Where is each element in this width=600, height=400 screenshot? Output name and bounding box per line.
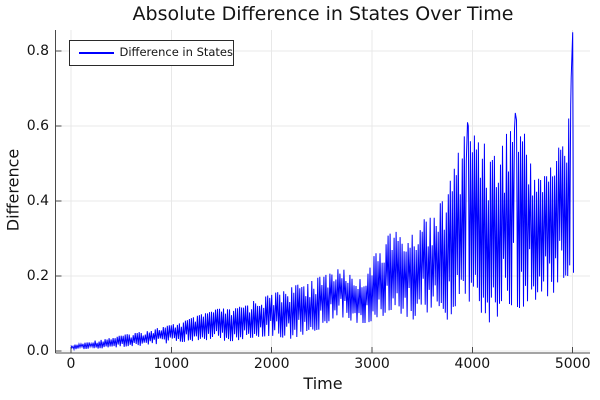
legend: Difference in States [69,40,234,66]
y-axis-label: Difference [3,148,23,232]
legend-line-icon [79,52,115,54]
y-tick-label: 0.6 [26,118,49,134]
x-axis-label: Time [303,374,343,393]
x-tick-label: 2000 [253,356,290,372]
y-tick-label: 0.2 [26,268,49,284]
x-tick-label: 5000 [554,356,591,372]
x-tick-label: 4000 [454,356,491,372]
x-tick-label: 1000 [153,356,190,372]
x-tick-label: 0 [66,356,76,372]
legend-label: Difference in States [119,45,233,60]
y-tick-label: 0.0 [26,343,49,359]
chart-title: Absolute Difference in States Over Time [132,3,514,25]
axes [55,30,590,354]
series-line-difference [70,32,574,352]
y-tick-label: 0.4 [26,193,49,209]
x-tick-label: 3000 [354,356,390,372]
y-tick-label: 0.8 [26,43,49,59]
